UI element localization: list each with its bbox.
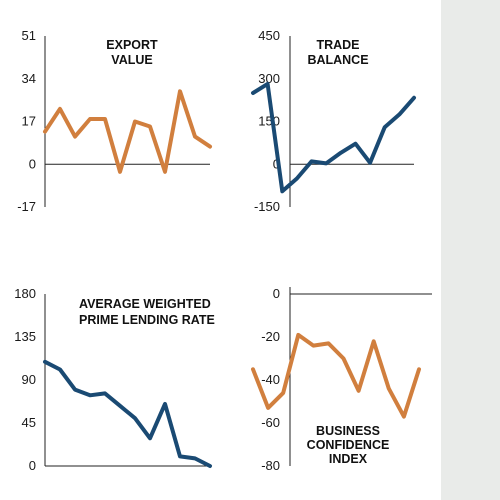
series-line [251, 332, 421, 419]
series-line [251, 81, 416, 194]
y-tick-label: -80 [261, 458, 280, 473]
chart-prime-lending-rate: 180 135 90 45 0 AVERAGE WEIGHTED PRIME LENDING… [14, 286, 215, 473]
chart-title-line: TRADE [316, 38, 359, 52]
chart-title-line: AVERAGE WEIGHTED [79, 297, 211, 311]
y-tick-label: 180 [14, 286, 36, 301]
chart-title-line: BUSINESS [316, 424, 380, 438]
series-line [43, 359, 212, 468]
y-tick-label: -150 [254, 199, 280, 214]
y-tick-label: 0 [29, 458, 36, 473]
series-line [43, 89, 212, 174]
y-tick-label: 135 [14, 329, 36, 344]
y-tick-label: -40 [261, 372, 280, 387]
chart-title-line: VALUE [111, 53, 152, 67]
y-tick-label: 450 [258, 28, 280, 43]
y-tick-label: 45 [22, 415, 36, 430]
y-tick-label: 150 [258, 114, 280, 129]
y-tick-label: 17 [22, 114, 36, 129]
y-tick-label: 300 [258, 71, 280, 86]
side-strip [441, 0, 500, 500]
y-tick-label: -17 [17, 199, 36, 214]
chart-title-line: EXPORT [106, 38, 158, 52]
y-tick-label: 51 [22, 28, 36, 43]
y-tick-label: 90 [22, 372, 36, 387]
y-tick-label: -20 [261, 329, 280, 344]
y-tick-label: 34 [22, 71, 36, 86]
chart-title-line: BALANCE [307, 53, 368, 67]
y-tick-label: 0 [29, 156, 36, 171]
y-tick-label: 0 [273, 156, 280, 171]
y-tick-label: 0 [273, 286, 280, 301]
chart-title-line: PRIME LENDING RATE [79, 313, 215, 327]
y-tick-label: -60 [261, 415, 280, 430]
chart-title-line: INDEX [329, 452, 368, 466]
chart-title-line: CONFIDENCE [307, 438, 390, 452]
